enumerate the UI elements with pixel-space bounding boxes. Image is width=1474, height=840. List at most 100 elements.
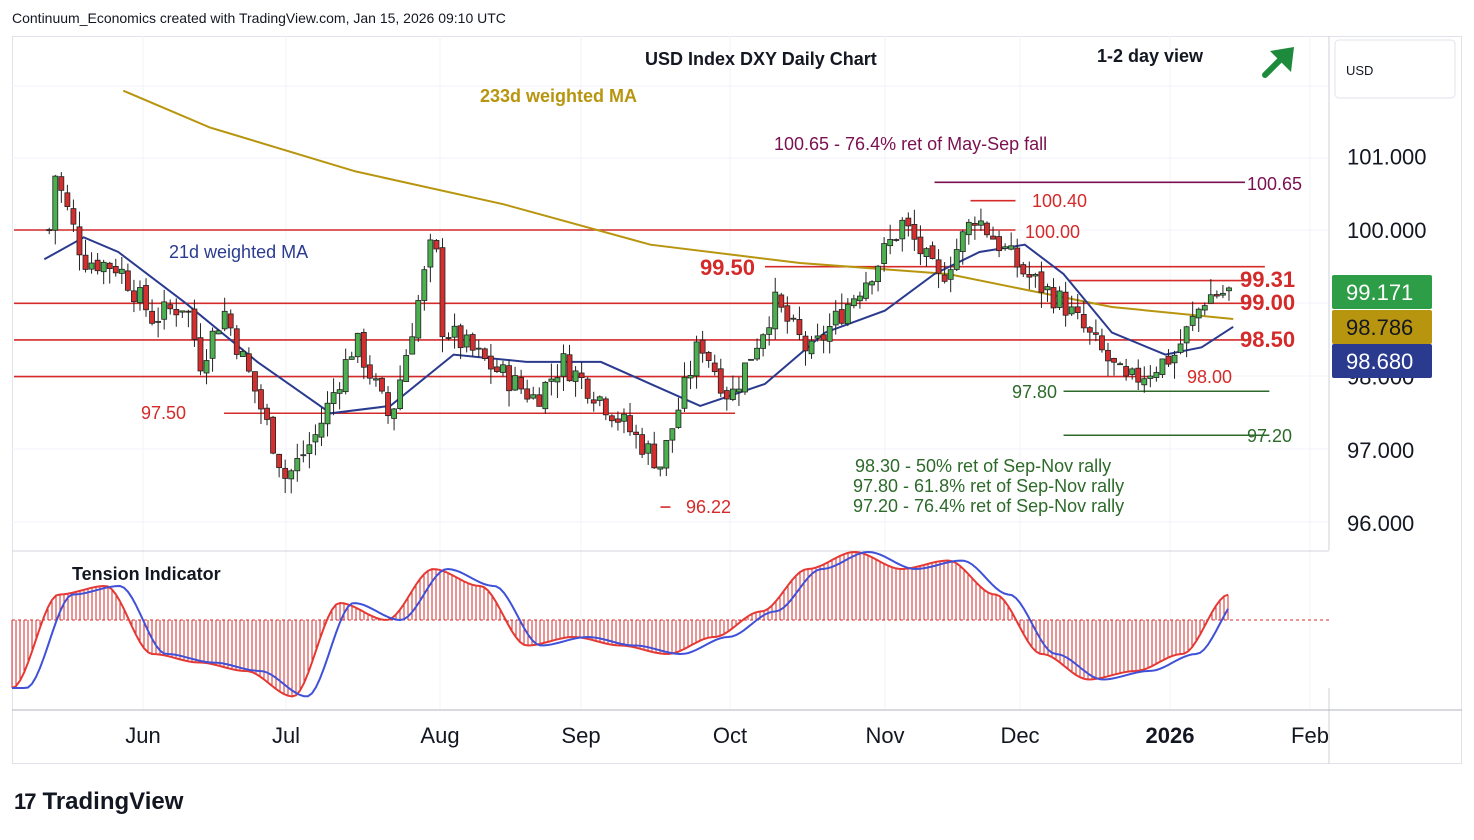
candle (197, 323, 204, 376)
chart-annotation: 233d weighted MA (480, 86, 637, 106)
candle (826, 313, 833, 354)
candle (536, 387, 543, 407)
candle (693, 335, 700, 389)
candle (312, 424, 319, 456)
candle (137, 280, 143, 311)
candle (1226, 286, 1232, 301)
candle (705, 350, 712, 368)
candle (494, 359, 500, 373)
level-label: 98.50 (1240, 327, 1295, 352)
candle (409, 323, 416, 355)
candle (802, 331, 809, 366)
tradingview-logo-icon: 17 (14, 789, 37, 814)
candle (1189, 301, 1196, 332)
candle (669, 428, 676, 453)
candle (1195, 307, 1202, 333)
candle (729, 375, 736, 402)
candle (191, 299, 198, 347)
price-marker-label: 98.786 (1346, 315, 1413, 340)
candle (306, 432, 313, 469)
candle (487, 343, 494, 384)
candle (675, 397, 682, 429)
price-marker-label: 98.680 (1346, 349, 1413, 374)
price-marker: 98.680 (1332, 344, 1432, 378)
candle (518, 369, 525, 394)
candle (596, 395, 603, 407)
candle (112, 258, 119, 277)
candle (711, 354, 718, 376)
candle (736, 377, 742, 406)
candle (324, 391, 331, 437)
candle (1044, 283, 1051, 302)
candle (1086, 326, 1093, 345)
up-right-arrow-icon (1262, 47, 1294, 78)
candle (106, 261, 113, 284)
price-marker: 98.786 (1332, 310, 1432, 344)
candle (209, 327, 216, 372)
level-label: 100.40 (1032, 191, 1087, 211)
candle (699, 330, 706, 363)
time-tick-label: Oct (713, 723, 747, 748)
candle (832, 300, 839, 335)
candle (512, 366, 518, 391)
candle (723, 386, 730, 411)
candle (1008, 232, 1015, 251)
view-label: 1-2 day view (1097, 46, 1204, 66)
indicator-fast-line (11, 550, 1229, 698)
candle (1165, 349, 1172, 367)
candle (621, 408, 627, 434)
candle (385, 386, 391, 424)
candle (1080, 300, 1087, 333)
time-tick-label: Dec (1000, 723, 1039, 748)
candle (336, 382, 343, 410)
candle (360, 328, 367, 380)
tradingview-logo[interactable]: 17 TradingView (14, 788, 183, 816)
candle (760, 333, 767, 357)
candle (615, 411, 621, 431)
candle (572, 366, 579, 397)
candle (167, 299, 174, 315)
candle (1032, 272, 1039, 288)
candle (554, 364, 561, 398)
candle (1062, 281, 1069, 327)
currency-box[interactable] (1334, 39, 1456, 99)
candle (978, 208, 984, 231)
candle (681, 362, 688, 413)
candle (820, 325, 827, 354)
price-tick-label: 100.000 (1347, 218, 1427, 243)
candle (427, 233, 434, 283)
candle (354, 332, 361, 363)
candle (590, 391, 597, 412)
currency-label: USD (1346, 63, 1373, 78)
level-label: 97.50 (141, 403, 186, 423)
candle (1050, 278, 1057, 314)
candle (887, 224, 894, 255)
price-tick-label: 101.000 (1347, 145, 1427, 170)
candle (88, 252, 95, 274)
candle (651, 431, 658, 469)
candle (403, 349, 410, 383)
candle (687, 360, 694, 390)
candle (560, 344, 567, 391)
candle (1014, 238, 1021, 278)
candle (857, 291, 863, 309)
candle (366, 355, 373, 385)
candle (1056, 286, 1063, 311)
candle (318, 407, 325, 447)
ma21-line (43, 236, 1234, 415)
time-tick-label: Jun (125, 723, 160, 748)
candle (899, 217, 906, 252)
indicator-slow-line (12, 550, 1229, 698)
candle (1171, 350, 1178, 379)
candle (300, 440, 307, 463)
candle (990, 226, 996, 240)
candle (935, 249, 942, 289)
candle (941, 262, 948, 284)
level-label: 100.65 (1247, 174, 1302, 194)
candle (1207, 279, 1214, 304)
candle (475, 339, 482, 358)
candle (276, 453, 283, 478)
candle (1026, 261, 1033, 290)
